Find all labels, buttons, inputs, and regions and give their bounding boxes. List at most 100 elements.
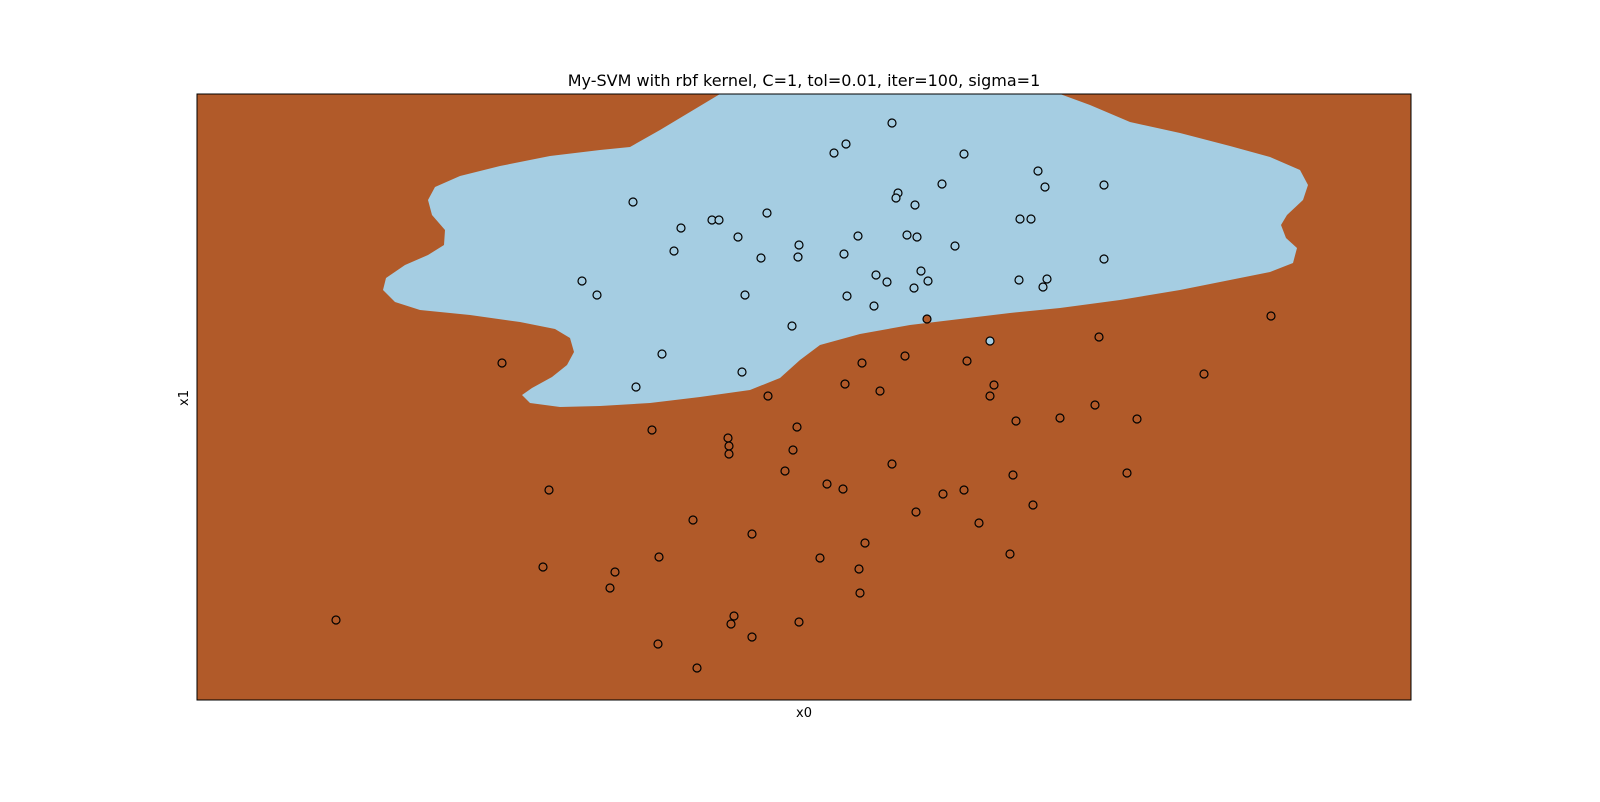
data-point-brown xyxy=(610,567,620,577)
data-point-brown xyxy=(331,615,341,625)
data-point-brown xyxy=(840,379,850,389)
data-point-brown xyxy=(1199,369,1209,379)
data-point-light xyxy=(1014,275,1024,285)
data-point-light xyxy=(950,241,960,251)
data-point-light xyxy=(871,270,881,280)
data-point-light xyxy=(841,139,851,149)
data-point-light xyxy=(577,276,587,286)
data-point-light xyxy=(853,231,863,241)
data-point-light xyxy=(910,200,920,210)
data-point-brown xyxy=(1028,500,1038,510)
chart-title: My-SVM with rbf kernel, C=1, tol=0.01, i… xyxy=(568,71,1041,90)
data-point-light xyxy=(909,283,919,293)
data-point-light xyxy=(794,240,804,250)
data-point-light xyxy=(1033,166,1043,176)
data-point-brown xyxy=(653,639,663,649)
data-point-brown xyxy=(747,632,757,642)
data-point-brown xyxy=(544,485,554,495)
data-point-light xyxy=(740,290,750,300)
data-point-light xyxy=(1015,214,1025,224)
data-point-light xyxy=(887,118,897,128)
data-point-brown xyxy=(688,515,698,525)
data-point-brown xyxy=(1011,416,1021,426)
data-point-brown xyxy=(692,663,702,673)
data-point-brown xyxy=(959,485,969,495)
data-point-light xyxy=(869,301,879,311)
data-point-brown xyxy=(838,484,848,494)
data-point-brown xyxy=(794,617,804,627)
data-point-light xyxy=(902,230,912,240)
data-point-brown xyxy=(989,380,999,390)
data-point-brown xyxy=(654,552,664,562)
data-point-light xyxy=(756,253,766,263)
data-point-light xyxy=(912,232,922,242)
data-point-brown xyxy=(792,422,802,432)
data-point-brown xyxy=(860,538,870,548)
data-point-light xyxy=(882,277,892,287)
data-point-light xyxy=(937,179,947,189)
data-point-light xyxy=(1099,180,1109,190)
plot-frame xyxy=(196,93,1412,701)
data-point-brown xyxy=(1090,400,1100,410)
data-point-light xyxy=(1042,274,1052,284)
data-point-brown xyxy=(726,619,736,629)
data-point-light xyxy=(676,223,686,233)
data-point-light xyxy=(923,276,933,286)
data-point-brown xyxy=(887,459,897,469)
data-point-brown xyxy=(1122,468,1132,478)
data-point-brown xyxy=(647,425,657,435)
data-point-brown xyxy=(1094,332,1104,342)
data-point-brown xyxy=(822,479,832,489)
y-axis-label: x1 xyxy=(177,390,192,406)
data-point-brown xyxy=(855,588,865,598)
data-point-light xyxy=(714,215,724,225)
data-point-brown xyxy=(1132,414,1142,424)
data-point-brown xyxy=(938,489,948,499)
data-point-light xyxy=(657,349,667,359)
data-points xyxy=(331,118,1276,673)
data-point-light xyxy=(787,321,797,331)
data-point-brown xyxy=(780,466,790,476)
data-point-brown xyxy=(747,529,757,539)
data-point-brown xyxy=(538,562,548,572)
data-point-brown xyxy=(763,391,773,401)
data-point-brown xyxy=(854,564,864,574)
x-axis-label: x0 xyxy=(796,706,812,721)
data-point-brown xyxy=(911,507,921,517)
data-point-light xyxy=(793,252,803,262)
data-point-light xyxy=(959,149,969,159)
data-point-light xyxy=(985,336,995,346)
data-point-light xyxy=(592,290,602,300)
data-point-light xyxy=(737,367,747,377)
data-point-brown xyxy=(605,583,615,593)
data-point-light xyxy=(839,249,849,259)
data-point-light xyxy=(842,291,852,301)
data-point-brown xyxy=(1055,413,1065,423)
data-point-light xyxy=(628,197,638,207)
data-point-brown xyxy=(974,518,984,528)
data-point-brown xyxy=(724,441,734,451)
data-point-light xyxy=(669,246,679,256)
data-point-brown xyxy=(922,314,932,324)
data-point-brown xyxy=(1005,549,1015,559)
data-point-light xyxy=(916,266,926,276)
data-point-light xyxy=(631,382,641,392)
data-point-brown xyxy=(857,358,867,368)
data-point-light xyxy=(1099,254,1109,264)
data-point-brown xyxy=(723,433,733,443)
data-point-light xyxy=(891,193,901,203)
data-point-brown xyxy=(1266,311,1276,321)
data-point-brown xyxy=(815,553,825,563)
data-point-light xyxy=(733,232,743,242)
data-point-brown xyxy=(962,356,972,366)
data-point-brown xyxy=(497,358,507,368)
data-point-light xyxy=(1040,182,1050,192)
data-point-brown xyxy=(724,449,734,459)
data-point-brown xyxy=(1008,470,1018,480)
data-point-brown xyxy=(875,386,885,396)
data-point-brown xyxy=(900,351,910,361)
data-point-light xyxy=(829,148,839,158)
data-point-brown xyxy=(729,611,739,621)
data-point-brown xyxy=(985,391,995,401)
